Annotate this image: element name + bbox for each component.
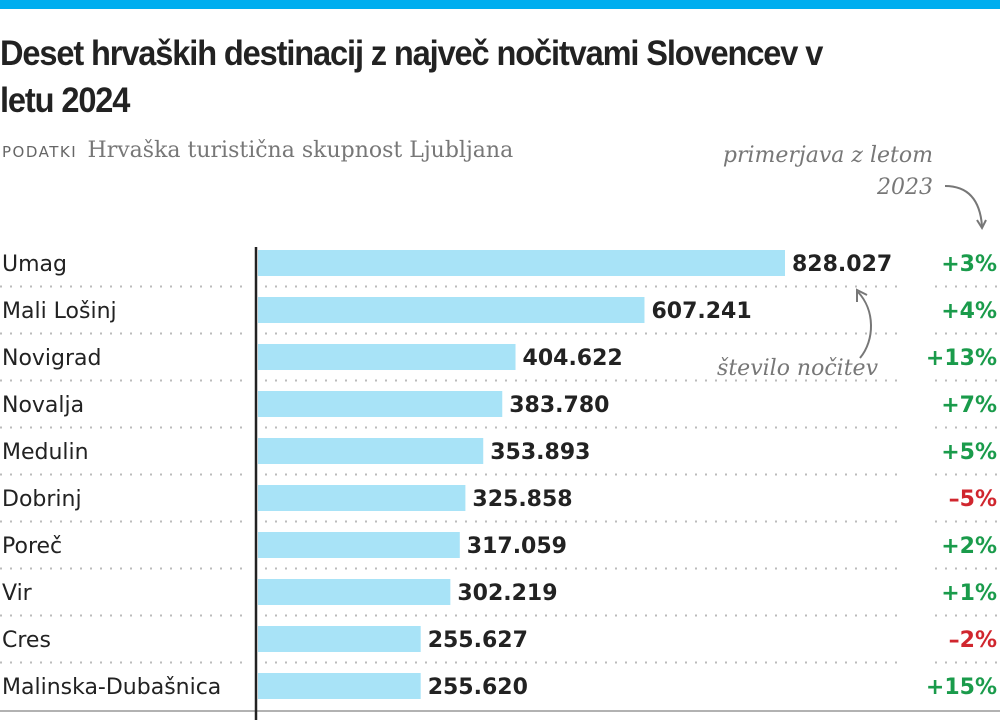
value-arrow-icon	[857, 291, 872, 359]
bar	[258, 250, 785, 276]
value-label: 607.241	[651, 299, 751, 324]
value-label: 302.219	[457, 581, 557, 606]
change-annotation: primerjava z letom 2023	[722, 143, 933, 200]
value-label: 353.893	[490, 440, 590, 465]
category-label: Mali Lošinj	[2, 299, 117, 324]
source-text: Hrvaška turistična skupnost Ljubljana	[87, 138, 514, 163]
bar	[258, 485, 466, 511]
top-accent-bar	[0, 0, 1000, 9]
category-label: Malinska-Dubašnica	[2, 675, 221, 700]
bar	[258, 626, 421, 652]
change-label: +4%	[941, 299, 997, 324]
bar	[258, 579, 451, 605]
bar	[258, 344, 516, 370]
category-label: Medulin	[2, 440, 89, 465]
change-label: +15%	[926, 675, 997, 700]
change-arrowhead-icon	[976, 219, 987, 231]
source-label: PODATKI	[2, 143, 78, 161]
category-label: Novalja	[2, 393, 84, 418]
category-label: Poreč	[2, 534, 62, 559]
value-label: 383.780	[509, 393, 609, 418]
value-arrowhead-icon	[856, 288, 868, 302]
value-label: 828.027	[792, 252, 892, 277]
value-label: 317.059	[467, 534, 567, 559]
source-line: PODATKI Hrvaška turistična skupnost Ljub…	[2, 138, 513, 163]
change-label: –2%	[949, 628, 997, 653]
value-label: 255.627	[428, 628, 528, 653]
category-label: Dobrinj	[2, 487, 82, 512]
change-label: +2%	[941, 534, 997, 559]
bar	[258, 297, 645, 323]
value-label: 255.620	[428, 675, 528, 700]
value-label: 404.622	[523, 346, 623, 371]
change-label: +13%	[926, 346, 997, 371]
bar	[258, 391, 503, 417]
change-label: +3%	[941, 252, 997, 277]
change-arrow-icon	[944, 185, 983, 227]
category-label: Umag	[2, 252, 67, 277]
bar	[258, 673, 421, 699]
category-label: Vir	[2, 581, 33, 606]
category-label: Cres	[2, 628, 51, 653]
value-annotation: število nočitev	[717, 356, 878, 381]
change-label: –5%	[949, 487, 997, 512]
bar	[258, 438, 484, 464]
change-label: +5%	[941, 440, 997, 465]
change-label: +7%	[941, 393, 997, 418]
change-label: +1%	[941, 581, 997, 606]
value-label: 325.858	[472, 487, 572, 512]
category-label: Novigrad	[2, 346, 102, 371]
chart-title: Deset hrvaških destinacij z največ nočit…	[0, 34, 823, 120]
bar	[258, 532, 460, 558]
